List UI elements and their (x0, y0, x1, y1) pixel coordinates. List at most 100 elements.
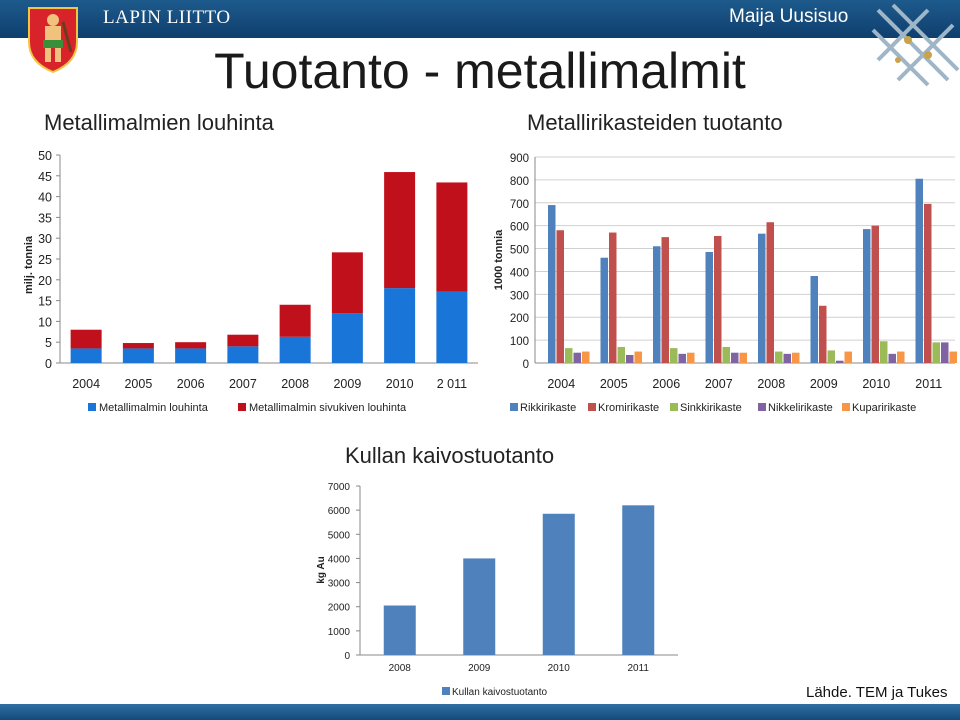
bar-kuparirikaste (844, 351, 852, 363)
y-tick-label: 700 (510, 199, 529, 211)
bar-sinkkirikaste (617, 346, 625, 363)
bar-louhinta (384, 288, 416, 363)
bar-nikkelirikaste (888, 353, 896, 363)
x-tick-label: 2006 (652, 377, 680, 391)
y-tick-label: 15 (38, 295, 52, 309)
bar-louhinta (175, 348, 207, 363)
bar-rikkirikaste (810, 276, 818, 363)
y-tick-label: 40 (38, 191, 52, 205)
bar-kromirikaste (819, 305, 827, 363)
footer-bar (0, 704, 960, 720)
bar-kuparirikaste (687, 352, 695, 363)
bar-kromirikaste (766, 222, 774, 363)
y-tick-label: 50 (38, 149, 52, 163)
chart-louhinta: 0 5 10 15 20 25 30 35 40 45 50 2004 2005 2006 2007 2008… (23, 149, 478, 414)
y-tick-label: 400 (510, 267, 529, 279)
y-tick-label: 10 (38, 315, 52, 329)
bar-sinkkirikaste (670, 348, 678, 363)
bar-kuparirikaste (582, 351, 590, 363)
x-tick-label: 2007 (229, 377, 257, 391)
source-note: Lähde. TEM ja Tukes (806, 684, 948, 701)
bar-louhinta (70, 348, 102, 363)
x-tick-label: 2 011 (437, 377, 467, 391)
chart-rikasteet: 0 100 200 300 400 500 600 700 800 900 2004 2005 2006… (493, 153, 957, 414)
bar-kuparirikaste (897, 351, 905, 363)
bar-sivukivi (175, 342, 207, 349)
bar-rikkirikaste (863, 229, 871, 363)
x-tick-label: 2009 (810, 377, 838, 391)
bar-louhinta (436, 291, 468, 363)
bar-kromirikaste (609, 232, 617, 363)
y-tick-label: 7000 (328, 482, 351, 493)
legend-label: Sinkkirikaste (680, 402, 742, 414)
bar-rikkirikaste (653, 246, 661, 363)
bar-rikkirikaste (705, 251, 713, 363)
author-name: Maija Uusisuo (729, 6, 849, 27)
legend-swatch (588, 403, 596, 411)
y-tick-label: 6000 (328, 506, 351, 517)
x-tick-label: 2006 (177, 377, 205, 391)
bar-kuparirikaste (949, 351, 957, 363)
legend-label: Kromirikaste (598, 402, 659, 414)
x-tick-label: 2008 (389, 663, 412, 674)
bar-sivukivi (70, 329, 102, 349)
legend-label: Metallimalmin sivukiven louhinta (249, 402, 407, 414)
bar-kuparirikaste (792, 352, 800, 363)
y-tick-label: 800 (510, 176, 529, 188)
x-tick-label: 2009 (468, 663, 491, 674)
legend-label: Kuparirikaste (852, 402, 916, 414)
bar-kromirikaste (871, 225, 879, 363)
y-axis-label: kg Au (316, 556, 327, 583)
bar-sinkkirikaste (932, 342, 940, 363)
x-tick-label: 2004 (547, 377, 575, 391)
bar-sinkkirikaste (775, 351, 783, 363)
bar-nikkelirikaste (573, 352, 581, 363)
bar-kuparirikaste (634, 351, 642, 363)
bar-nikkelirikaste (783, 353, 791, 363)
bar-sinkkirikaste (827, 350, 835, 363)
bar-rikkirikaste (915, 178, 923, 363)
y-tick-label: 20 (38, 274, 52, 288)
organization-name: LAPIN LIITTO (103, 7, 231, 28)
y-tick-label: 500 (510, 245, 529, 257)
y-tick-label: 3000 (328, 579, 351, 590)
bar-sivukivi (436, 182, 468, 292)
bar-louhinta (331, 313, 363, 363)
y-tick-label: 0 (523, 359, 529, 371)
y-tick-label: 900 (510, 153, 529, 165)
bar-rikkirikaste (548, 205, 556, 363)
bar-sivukivi (331, 252, 363, 314)
bar-kromirikaste (714, 235, 722, 363)
legend-swatch (670, 403, 678, 411)
legend-swatch (758, 403, 766, 411)
x-tick-label: 2011 (915, 377, 942, 391)
y-tick-label: 5 (45, 336, 52, 350)
bar-nikkelirikaste (731, 352, 739, 363)
x-tick-label: 2010 (862, 377, 890, 391)
bar-sivukivi (384, 172, 416, 289)
legend-swatch (842, 403, 850, 411)
y-tick-label: 25 (38, 253, 52, 267)
bar-sivukivi (122, 343, 154, 349)
legend-label: Metallimalmin louhinta (99, 402, 209, 414)
bar-kulta (383, 605, 416, 655)
lace-ornament-icon (871, 3, 960, 87)
y-tick-label: 30 (38, 232, 52, 246)
legend-label: Rikkirikaste (520, 402, 576, 414)
chart-title-kulta: Kullan kaivostuotanto (345, 443, 555, 468)
x-tick-label: 2010 (386, 377, 414, 391)
bar-kromirikaste (556, 230, 564, 363)
y-tick-label: 2000 (328, 603, 351, 614)
bar-kulta (542, 513, 575, 655)
legend-swatch (510, 403, 518, 411)
bar-kromirikaste (661, 237, 669, 363)
bar-kulta (463, 558, 496, 655)
x-tick-label: 2008 (757, 377, 785, 391)
y-tick-label: 100 (510, 336, 529, 348)
y-tick-label: 300 (510, 290, 529, 302)
bar-sivukivi (227, 334, 259, 347)
chart-title-rikasteet: Metallirikasteiden tuotanto (527, 110, 783, 135)
y-tick-label: 45 (38, 170, 52, 184)
page-title: Tuotanto - metallimalmit (214, 43, 746, 99)
legend-swatch (88, 403, 96, 411)
